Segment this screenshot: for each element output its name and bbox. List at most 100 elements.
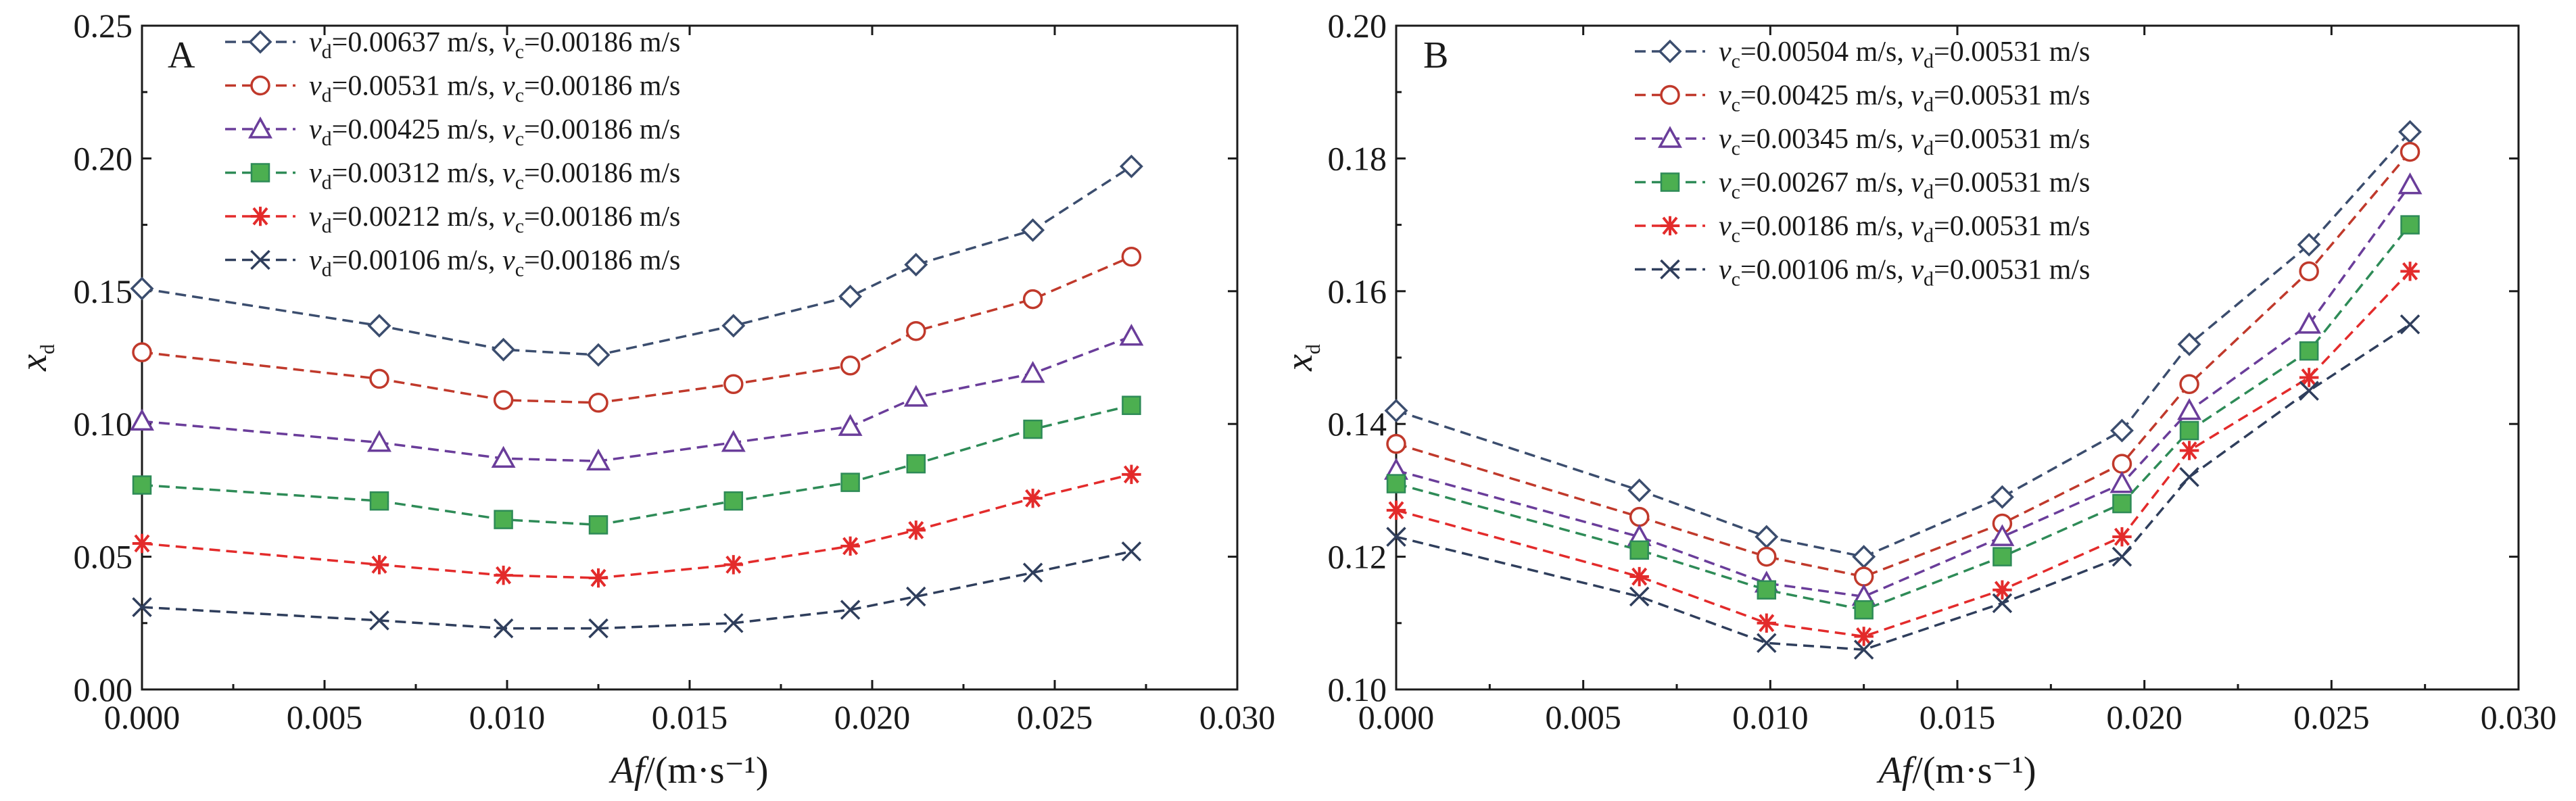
data-point (906, 454, 926, 474)
x-tick-label: 0.005 (1545, 698, 1621, 736)
legend-marker (1660, 259, 1680, 280)
legend-marker (250, 249, 270, 270)
legend-item: vd=0.00531 m/s, vc=0.00186 m/s (225, 71, 680, 107)
series-line (141, 256, 1132, 404)
x-tick-label: 0.000 (1358, 698, 1435, 736)
x-axis-label: Af/(m·s⁻¹) (1876, 750, 2036, 792)
data-point (2400, 314, 2420, 335)
legend-item: vc=0.00425 m/s, vd=0.00531 m/s (1635, 80, 2090, 116)
data-point (721, 314, 746, 338)
legend-marker (250, 163, 270, 183)
data-point (840, 356, 861, 376)
data-point (840, 472, 860, 492)
legend-item: vc=0.00186 m/s, vd=0.00531 m/s (1635, 211, 2090, 247)
data-point (1854, 627, 1874, 646)
x-tick-label: 0.010 (1732, 698, 1809, 736)
x-tick-label: 0.025 (1017, 698, 1093, 736)
data-point (2109, 418, 2134, 443)
legend-label: vd=0.00531 m/s, vc=0.00186 m/s (309, 71, 680, 107)
y-tick-label: 0.10 (74, 405, 133, 443)
y-axis-label: xd (13, 344, 59, 372)
data-point (1629, 566, 1649, 587)
data-point (1121, 541, 1142, 562)
data-point (132, 597, 152, 617)
x-tick-label: 0.030 (1199, 698, 1276, 736)
data-point (2112, 527, 2132, 547)
legend-label: vd=0.00106 m/s, vc=0.00186 m/s (309, 245, 680, 281)
data-point (1853, 639, 1874, 660)
legend-item: vd=0.00637 m/s, vc=0.00186 m/s (225, 27, 680, 63)
data-point (1990, 524, 2015, 546)
data-point (1629, 506, 1650, 527)
series-line (141, 335, 1132, 462)
data-point (2299, 341, 2319, 361)
data-point (1021, 218, 1045, 242)
x-tick-label: 0.025 (2293, 698, 2370, 736)
legend-label: vc=0.00504 m/s, vd=0.00531 m/s (1719, 37, 2090, 72)
data-point (723, 555, 744, 575)
data-point (721, 430, 746, 452)
data-point (1627, 478, 1652, 502)
data-point (2109, 470, 2134, 493)
series-line (1396, 184, 2411, 598)
data-point (838, 285, 863, 309)
data-point (2179, 374, 2199, 395)
legend-label: vc=0.00425 m/s, vd=0.00531 m/s (1719, 80, 2090, 116)
data-point (2112, 493, 2132, 514)
series-line (1396, 270, 2411, 638)
data-point (1755, 525, 1779, 549)
series-line (1396, 323, 2411, 651)
data-point (2400, 141, 2420, 162)
x-tick-label: 0.015 (652, 698, 728, 736)
data-point (906, 520, 926, 540)
data-point (1122, 464, 1141, 485)
y-tick-label: 0.16 (1328, 272, 1387, 310)
legend-label: vc=0.00186 m/s, vd=0.00531 m/s (1719, 211, 2090, 247)
y-axis-label: xd (1279, 344, 1325, 372)
chart-panel-a: 0.000 0.005 0.010 0.015 0.020 0.025 0.030 0.00 0… (13, 7, 1275, 792)
data-point (1854, 600, 1874, 620)
series-line (141, 550, 1132, 630)
data-point (2299, 368, 2319, 387)
legend-item: vc=0.00504 m/s, vd=0.00531 m/s (1635, 37, 2090, 72)
legend-item: vc=0.00345 m/s, vd=0.00531 m/s (1635, 124, 2090, 160)
data-point (491, 445, 516, 468)
data-point (369, 610, 389, 631)
legend-item: vc=0.00106 m/s, vd=0.00531 m/s (1635, 255, 2090, 291)
data-point (1757, 546, 1777, 567)
legend-marker (1660, 216, 1680, 236)
y-tick-label: 0.14 (1328, 405, 1387, 443)
data-point (1853, 566, 1874, 587)
legend-marker (248, 116, 272, 139)
data-point (840, 600, 861, 620)
data-point (132, 342, 152, 362)
legend-item: vd=0.00425 m/s, vc=0.00186 m/s (225, 114, 680, 150)
data-point (1122, 395, 1141, 415)
y-tick-label: 0.10 (1328, 671, 1387, 708)
legend-marker (1660, 84, 1680, 105)
data-point (723, 491, 744, 511)
legend-marker (250, 75, 270, 96)
data-point (586, 343, 611, 367)
data-point (2400, 215, 2420, 235)
data-point (369, 491, 389, 511)
data-point (367, 314, 391, 338)
x-tick-label: 0.005 (287, 698, 363, 736)
data-point (2297, 233, 2321, 257)
series-diamond (130, 154, 1143, 367)
data-point (369, 555, 389, 575)
x-tick-label: 0.030 (2481, 698, 2557, 736)
data-point (2179, 420, 2199, 441)
data-point (723, 613, 744, 633)
data-point (494, 565, 513, 585)
series-square (132, 395, 1141, 535)
series-cross (132, 541, 1142, 639)
y-tick-label: 0.20 (74, 139, 133, 177)
legend-label: vd=0.00425 m/s, vc=0.00186 m/s (309, 114, 680, 150)
data-point (1992, 593, 2013, 614)
data-point (1629, 540, 1649, 560)
data-point (906, 320, 926, 341)
legend: vc=0.00504 m/s, vd=0.00531 m/s vc=0.00425… (1635, 37, 2090, 291)
data-point (588, 393, 609, 413)
y-tick-label: 0.20 (1328, 7, 1387, 45)
